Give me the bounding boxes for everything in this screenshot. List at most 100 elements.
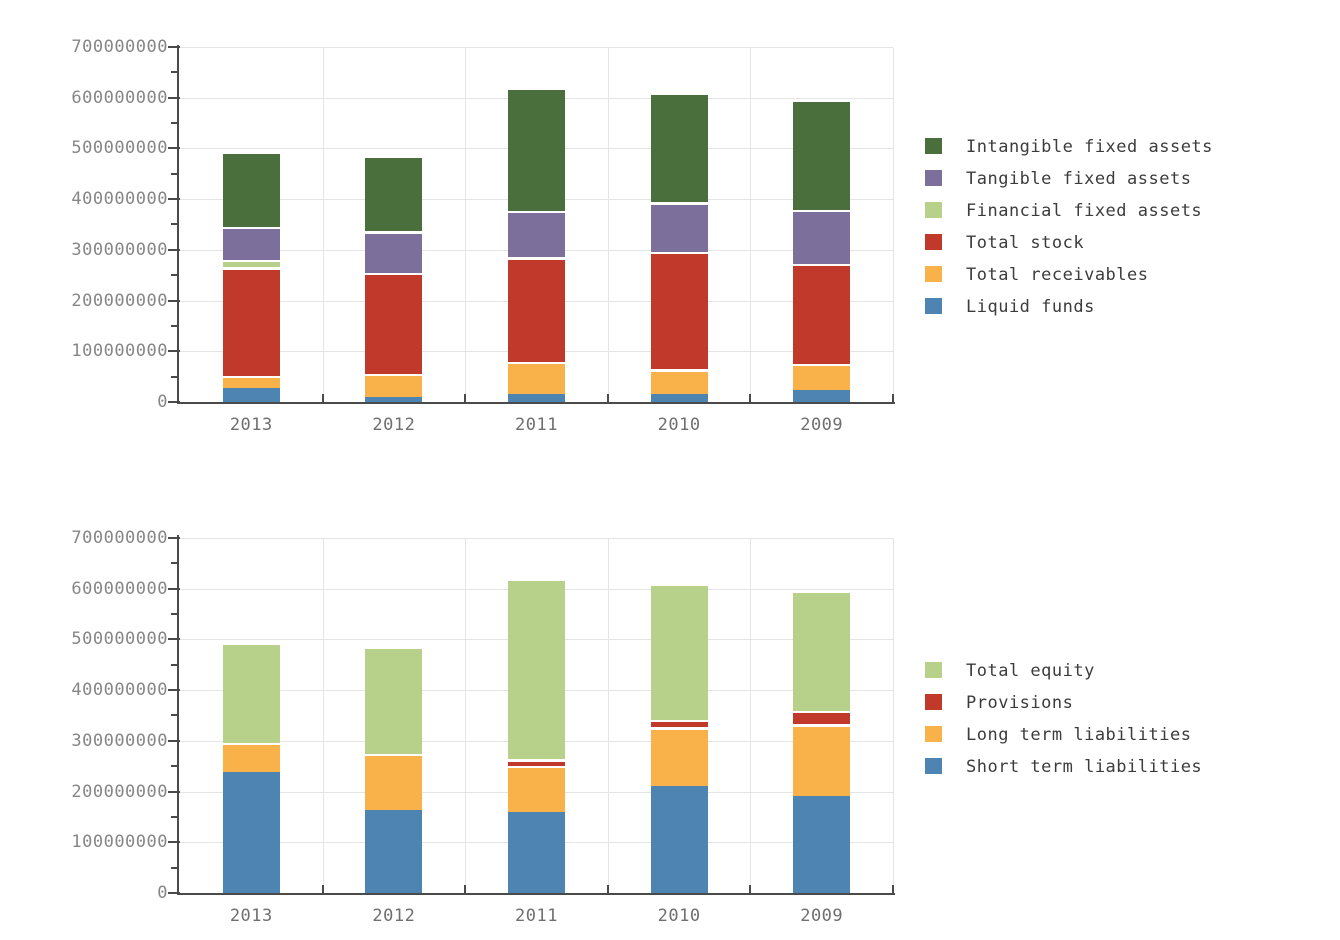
legend-color-swatch xyxy=(925,234,942,250)
legend-item: Financial fixed assets xyxy=(925,195,1225,227)
gridline-horizontal xyxy=(179,249,893,251)
legend-label: Provisions xyxy=(966,693,1074,713)
y-axis-line xyxy=(177,45,179,404)
bar-segment xyxy=(650,720,708,728)
y-axis-tick-label: 700000000 xyxy=(71,36,168,57)
legend-item: Total receivables xyxy=(925,259,1225,291)
y-axis-minor-tick xyxy=(171,71,178,74)
y-axis-major-tick xyxy=(168,587,180,590)
bar-segment xyxy=(365,273,423,375)
y-axis-minor-tick xyxy=(171,612,178,615)
bar-segment xyxy=(365,374,423,398)
x-axis-tick xyxy=(606,885,609,893)
y-axis-minor-tick xyxy=(171,324,178,327)
bar-segment xyxy=(508,579,565,760)
legend-item: Long term liabilities xyxy=(925,719,1225,751)
y-axis-tick-label: 300000000 xyxy=(71,730,168,751)
bar-segment xyxy=(508,257,565,363)
bar-segment xyxy=(508,811,565,893)
y-axis-tick-label: 600000000 xyxy=(71,578,168,599)
bar-segment xyxy=(365,753,423,810)
legend-color-swatch xyxy=(925,298,942,314)
gridline-horizontal xyxy=(179,842,893,844)
bar-segment xyxy=(793,264,851,364)
gridline-horizontal xyxy=(179,588,893,590)
bar-segment xyxy=(793,390,851,402)
y-axis-minor-tick xyxy=(171,663,178,666)
y-axis-major-tick xyxy=(168,790,180,793)
legend-color-swatch xyxy=(925,170,942,186)
legend-color-swatch xyxy=(925,694,942,710)
gridline-horizontal xyxy=(179,97,893,99)
bar-segment xyxy=(222,771,280,893)
y-axis-minor-tick xyxy=(171,121,178,124)
x-axis-tick xyxy=(321,885,324,893)
bar-segment xyxy=(222,227,280,260)
legend-color-swatch xyxy=(925,726,942,742)
legend-item: Liquid funds xyxy=(925,291,1225,323)
y-axis-tick-label: 400000000 xyxy=(71,189,168,209)
x-axis-line xyxy=(177,893,895,895)
gridline-horizontal xyxy=(179,148,893,150)
y-axis-major-tick xyxy=(168,689,180,691)
y-axis-minor-tick xyxy=(171,375,178,378)
y-axis-major-tick xyxy=(168,536,180,539)
legend-color-swatch xyxy=(925,758,942,774)
bar-segment xyxy=(793,363,851,391)
legend-label: Tangible fixed assets xyxy=(966,169,1192,189)
bar-segment xyxy=(650,393,708,402)
y-axis-major-tick xyxy=(168,841,180,844)
y-axis-tick-label: 0 xyxy=(157,392,168,412)
x-axis-tick xyxy=(321,394,324,402)
bar-segment xyxy=(222,388,280,402)
y-axis-tick-label: 100000000 xyxy=(71,832,168,853)
gridline-vertical xyxy=(607,48,609,402)
legend-item: Total stock xyxy=(925,227,1225,259)
bar-segment xyxy=(793,795,851,893)
legend-color-swatch xyxy=(925,202,942,218)
bar-segment xyxy=(508,766,565,812)
y-axis-tick-label: 400000000 xyxy=(71,680,168,700)
y-axis-tick-label: 500000000 xyxy=(71,629,168,650)
y-axis-minor-tick xyxy=(171,562,178,565)
legend-item: Intangible fixed assets xyxy=(925,131,1225,163)
gridline-horizontal xyxy=(179,300,893,302)
x-axis-category-label: 2009 xyxy=(800,415,844,435)
y-axis-minor-tick xyxy=(171,815,178,818)
y-axis-minor-tick xyxy=(171,172,178,175)
bar-segment xyxy=(222,152,280,228)
bar-segment xyxy=(650,584,708,721)
legend-label: Total receivables xyxy=(966,265,1149,285)
y-axis-major-tick xyxy=(168,96,180,99)
y-axis-major-tick xyxy=(168,892,180,894)
y-axis-minor-tick xyxy=(171,274,178,277)
bar-segment xyxy=(650,786,708,893)
gridline-horizontal xyxy=(179,537,893,539)
y-axis-major-tick xyxy=(168,147,180,150)
bar-segment xyxy=(793,100,851,210)
legend-label: Total stock xyxy=(966,233,1085,253)
x-axis-tick xyxy=(606,394,609,402)
x-axis-category-label: 2013 xyxy=(229,415,273,435)
x-axis-line xyxy=(177,402,895,404)
y-axis-major-tick xyxy=(168,739,180,742)
y-axis-major-tick xyxy=(168,45,180,48)
gridline-vertical xyxy=(893,48,894,402)
y-axis-tick-label: 500000000 xyxy=(71,138,168,159)
bar-segment xyxy=(508,759,565,767)
y-axis-minor-tick xyxy=(171,223,178,226)
gridline-horizontal xyxy=(179,46,893,48)
y-axis-minor-tick xyxy=(171,765,178,768)
bar-segment xyxy=(650,252,708,370)
y-axis-tick-label: 200000000 xyxy=(71,290,168,311)
legend-label: Liquid funds xyxy=(966,297,1095,317)
y-axis-minor-tick xyxy=(171,714,178,717)
legend-label: Total equity xyxy=(966,661,1095,681)
gridline-horizontal xyxy=(179,690,893,691)
legend-color-swatch xyxy=(925,662,942,678)
x-axis-category-label: 2012 xyxy=(372,415,416,435)
y-axis-tick-label: 100000000 xyxy=(71,341,168,362)
bar-segment xyxy=(650,369,708,394)
